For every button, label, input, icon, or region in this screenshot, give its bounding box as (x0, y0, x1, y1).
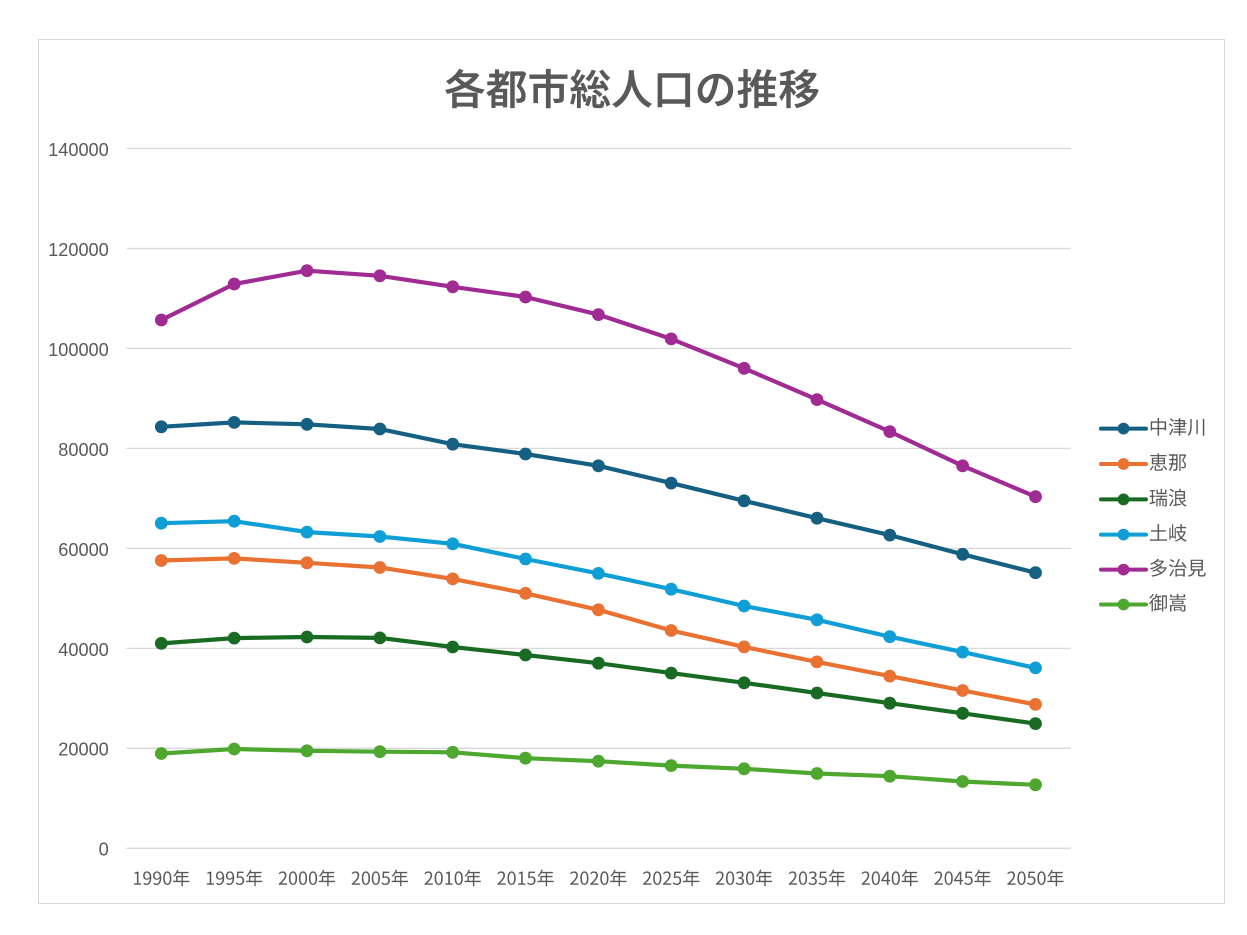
svg-text:40000: 40000 (58, 640, 109, 660)
svg-text:60000: 60000 (58, 540, 109, 560)
svg-text:100000: 100000 (48, 340, 109, 360)
svg-text:20000: 20000 (58, 740, 109, 760)
svg-text:80000: 80000 (58, 440, 109, 460)
svg-text:0: 0 (99, 840, 109, 860)
svg-text:120000: 120000 (48, 240, 109, 260)
svg-text:140000: 140000 (48, 140, 109, 160)
